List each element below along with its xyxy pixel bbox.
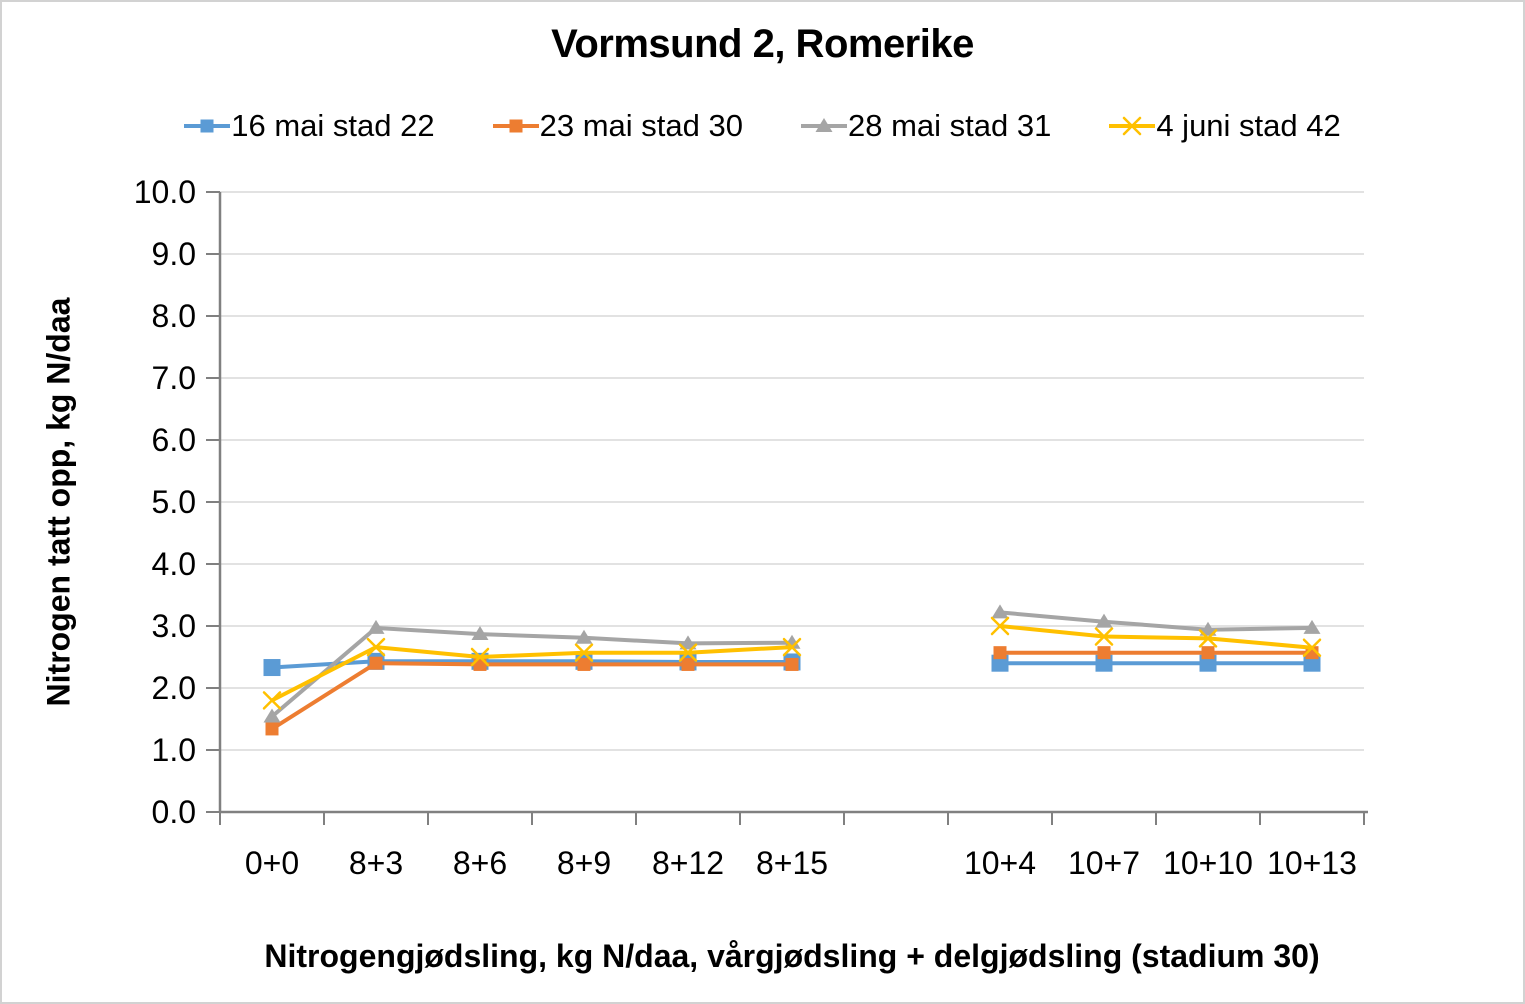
square-marker-icon — [1097, 646, 1111, 660]
triangle-marker-icon — [783, 634, 801, 649]
x-tick-label: 8+6 — [453, 845, 507, 881]
x-marker-icon — [1109, 116, 1156, 136]
y-tick-label: 7.0 — [152, 360, 196, 396]
y-tick-label: 6.0 — [152, 422, 196, 458]
y-tick-label: 4.0 — [152, 546, 196, 582]
triangle-marker-icon — [1303, 619, 1321, 634]
triangle-marker-icon — [800, 118, 847, 132]
series-4-juni-stad-42 — [262, 616, 1322, 710]
y-tick-label: 0.0 — [152, 794, 196, 830]
x-marker-icon — [366, 637, 386, 657]
y-tick-label: 10.0 — [134, 174, 196, 210]
triangle-marker-icon — [679, 635, 697, 650]
series-line — [271, 624, 1313, 703]
series-23-mai-stad-30 — [265, 646, 1319, 736]
legend-item-16-mai-stad-22: 16 mai stad 22 — [184, 108, 435, 144]
x-marker-icon — [678, 643, 698, 662]
triangle-marker-icon — [815, 118, 833, 132]
x-tick-label: 10+13 — [1267, 845, 1357, 881]
y-tick-label: 3.0 — [152, 608, 196, 644]
y-tick-label: 2.0 — [152, 670, 196, 706]
x-tick-label: 10+10 — [1163, 845, 1253, 881]
chart-legend: 16 mai stad 22 23 mai stad 30 28 mai sta… — [2, 100, 1523, 152]
square-marker-icon — [681, 657, 695, 671]
x-marker-icon — [1123, 116, 1142, 136]
square-marker-icon — [785, 657, 799, 671]
tick-labels: 0.0 1.0 2.0 3.0 4.0 5.0 6.0 7.0 8.0 9.0 10.0 0+0 8+3… — [134, 174, 1357, 881]
series-line — [270, 650, 1312, 731]
square-marker-icon — [184, 119, 231, 133]
series-line — [270, 610, 1313, 719]
x-marker-icon — [1198, 629, 1218, 648]
y-tick-label: 9.0 — [152, 236, 196, 272]
legend-item-28-mai-stad-31: 28 mai stad 31 — [800, 108, 1052, 144]
x-tick-label: 8+9 — [557, 845, 611, 881]
y-axis-title: Nitrogen tatt opp, kg N/daa — [40, 297, 77, 707]
triangle-marker-icon — [263, 708, 281, 723]
x-marker-icon — [990, 616, 1010, 636]
triangle-marker-icon — [1199, 621, 1217, 636]
series-28-mai-stad-31 — [263, 604, 1321, 723]
square-marker-icon — [265, 722, 279, 736]
square-marker-icon — [263, 659, 281, 677]
x-tick-label: 10+7 — [1068, 845, 1140, 881]
x-tick-label: 10+4 — [964, 845, 1036, 881]
x-marker-icon — [262, 691, 282, 710]
square-marker-icon — [200, 119, 214, 133]
legend-item-23-mai-stad-30: 23 mai stad 30 — [492, 108, 743, 144]
square-marker-icon — [509, 119, 523, 133]
square-marker-icon — [993, 646, 1007, 660]
x-tick-label: 8+15 — [756, 845, 828, 881]
triangle-marker-icon — [1095, 613, 1113, 628]
gridlines — [220, 191, 1364, 751]
y-tick-label: 1.0 — [152, 732, 196, 768]
chart-title: Vormsund 2, Romerike — [551, 22, 974, 66]
triangle-marker-icon — [991, 604, 1009, 619]
x-tick-label: 0+0 — [245, 845, 299, 881]
square-marker-icon — [577, 657, 591, 671]
legend-label: 28 mai stad 31 — [847, 108, 1052, 143]
y-tick-label: 8.0 — [152, 298, 196, 334]
legend-label: 23 mai stad 30 — [539, 108, 743, 143]
axes — [206, 191, 1368, 825]
series-line — [271, 659, 1312, 670]
x-marker-icon — [1302, 638, 1322, 657]
x-marker-icon — [1094, 627, 1114, 646]
x-axis-title: Nitrogengjødsling, kg N/daa, vårgjødslin… — [264, 938, 1320, 974]
x-marker-icon — [470, 647, 490, 667]
square-marker-icon — [492, 119, 539, 133]
legend-label: 16 mai stad 22 — [231, 108, 435, 143]
y-tick-label: 5.0 — [152, 484, 196, 520]
triangle-marker-icon — [471, 626, 489, 641]
square-marker-icon — [1201, 646, 1215, 660]
triangle-marker-icon — [575, 629, 593, 644]
x-tick-label: 8+12 — [652, 845, 724, 881]
x-marker-icon — [782, 637, 802, 657]
square-marker-icon — [369, 656, 383, 670]
x-tick-label: 8+3 — [349, 845, 403, 881]
legend-item-4-juni-stad-42: 4 juni stad 42 — [1109, 108, 1341, 144]
x-marker-icon — [574, 643, 594, 662]
legend-label: 4 juni stad 42 — [1156, 108, 1341, 143]
triangle-marker-icon — [367, 619, 385, 634]
